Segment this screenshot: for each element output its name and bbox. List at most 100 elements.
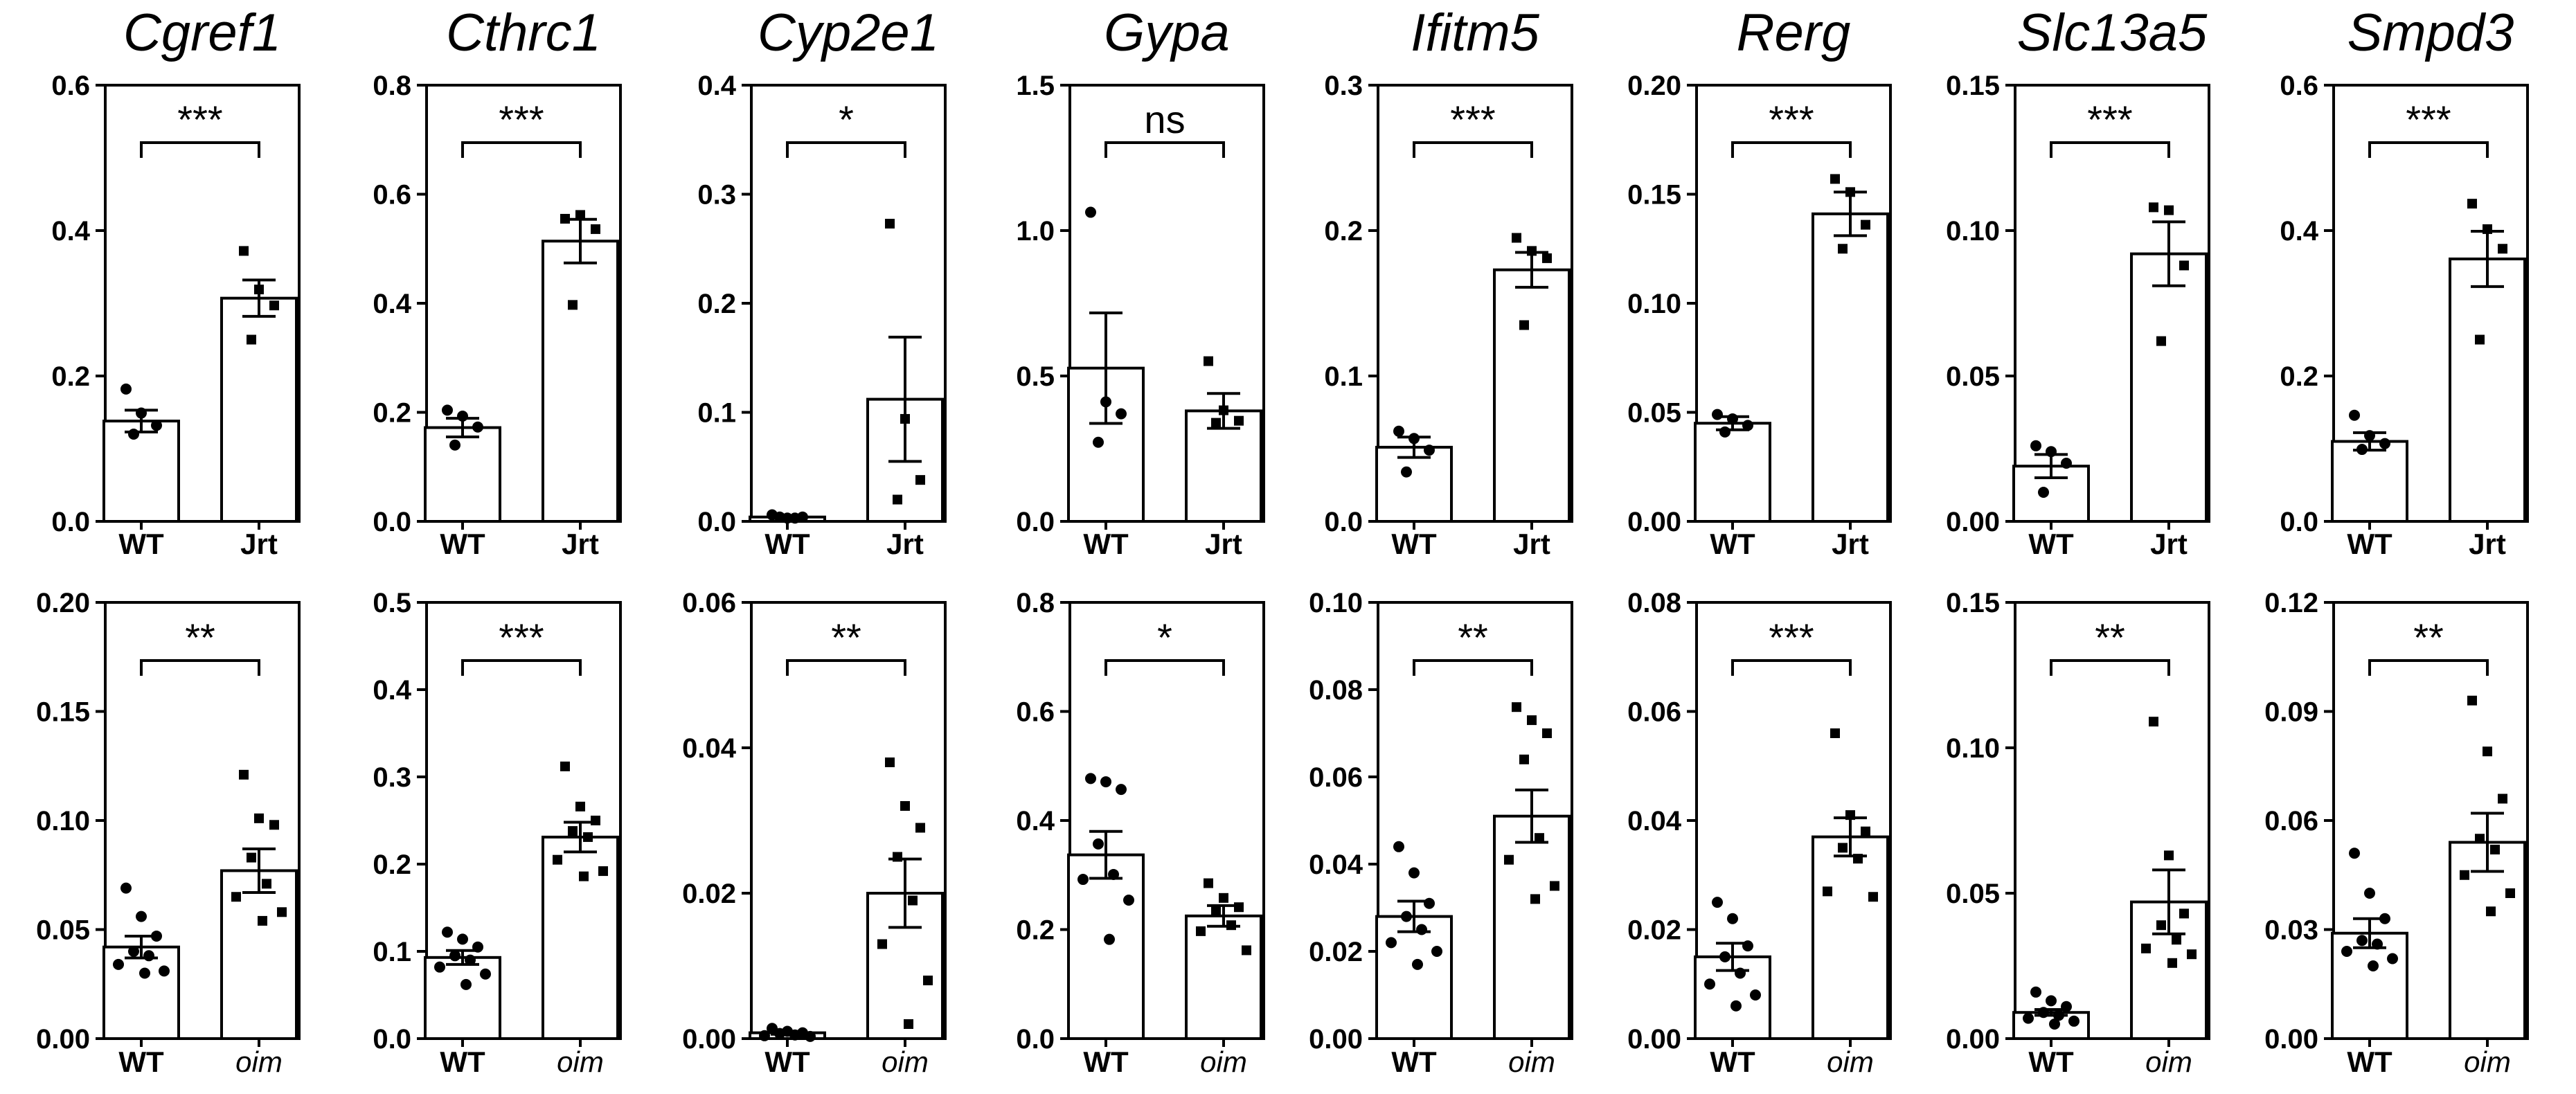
data-point [262, 879, 271, 889]
data-point [1104, 933, 1115, 945]
y-tick-label: 0.3 [697, 180, 736, 210]
axes-frame [2014, 84, 2210, 523]
data-point [1077, 874, 1089, 886]
y-tick-label: 0.03 [2264, 915, 2318, 946]
x-tick-label: WT [118, 1046, 164, 1078]
data-point [1530, 894, 1540, 904]
significance-label: ** [2413, 616, 2444, 659]
data-point [258, 915, 267, 926]
significance-label: * [1157, 616, 1172, 659]
data-point [2061, 1001, 2072, 1012]
data-point [143, 950, 154, 962]
data-point [568, 826, 578, 836]
data-point [1512, 233, 1521, 243]
data-point [254, 285, 264, 295]
data-point [1823, 886, 1832, 897]
y-tick-label: 0.15 [1627, 180, 1681, 210]
axes-frame [2014, 601, 2210, 1040]
panel-rerg-jrt: Rerg 0.00 0.05 0.10 0.15 0.20 WT Jrt *** [1627, 3, 1892, 560]
data-point [1393, 841, 1404, 852]
data-point [1750, 989, 1761, 1001]
data-point [1535, 833, 1544, 843]
y-tick-label: 0.0 [2280, 507, 2318, 537]
y-tick-label: 0.0 [373, 1024, 411, 1055]
significance-label: ns [1144, 98, 1185, 141]
data-point [774, 511, 785, 523]
data-point [2356, 935, 2368, 947]
data-point [560, 213, 570, 224]
data-point [2023, 1012, 2034, 1024]
data-point [1412, 958, 1423, 970]
data-point [277, 907, 287, 917]
x-tick-label: WT [2347, 1046, 2392, 1078]
bar [1812, 212, 1889, 523]
data-point [128, 429, 139, 440]
data-point [2167, 958, 2177, 968]
x-tick-label: oim [1508, 1046, 1555, 1078]
bar [542, 240, 619, 523]
x-tick-label: WT [1391, 1046, 1437, 1078]
data-point [2349, 409, 2360, 421]
y-tick-label: 0.2 [2280, 361, 2318, 392]
y-tick-label: 0.05 [1946, 879, 2000, 909]
y-tick-label: 0.6 [2280, 71, 2318, 101]
panel-cgref1-oim: 0.00 0.05 0.10 0.15 0.20 WT oim ** [36, 588, 301, 1078]
data-point [1853, 854, 1863, 864]
data-point [1401, 911, 1412, 922]
axes-frame [425, 601, 622, 1040]
data-point [2061, 458, 2072, 469]
significance-bracket [1104, 659, 1225, 676]
y-tick-label: 0.6 [1016, 697, 1055, 728]
axes-frame [1377, 84, 1573, 523]
data-point [789, 512, 800, 524]
gene-title: Ifitm5 [1411, 3, 1540, 62]
y-tick-label: 0.00 [1309, 1024, 1363, 1055]
data-point [2490, 845, 2500, 854]
data-point [579, 871, 589, 881]
data-point [774, 1028, 785, 1039]
data-point [2486, 906, 2496, 917]
x-tick-label: WT [1710, 1046, 1755, 1078]
y-tick-label: 0.10 [1627, 289, 1681, 319]
significance-label: *** [177, 98, 222, 141]
data-point [247, 852, 256, 863]
data-point [2483, 224, 2492, 234]
data-point [1550, 881, 1559, 891]
gene-title: Slc13a5 [2017, 3, 2208, 62]
data-point [1386, 937, 1397, 949]
data-point [591, 816, 600, 825]
data-point [2368, 960, 2379, 971]
x-tick-label: oim [2464, 1046, 2511, 1078]
data-point [472, 421, 483, 433]
y-tick-label: 0.8 [1016, 588, 1055, 618]
data-point [1234, 415, 1244, 426]
data-point [2164, 205, 2174, 215]
panel-ifitm5-jrt: Ifitm5 0.0 0.1 0.2 0.3 WT Jrt *** [1324, 3, 1573, 560]
panel-ifitm5-oim: 0.00 0.02 0.04 0.06 0.08 0.10 WT oim ** [1309, 588, 1573, 1078]
significance-bracket [140, 659, 260, 676]
data-point [1211, 905, 1221, 915]
data-point [877, 939, 887, 949]
x-tick-label: Jrt [886, 528, 924, 560]
data-point [885, 219, 895, 229]
data-point [1727, 413, 1738, 424]
data-point [1116, 408, 1127, 420]
x-tick-label: WT [2028, 1046, 2074, 1078]
data-point [908, 895, 918, 906]
data-point [136, 407, 147, 419]
data-point [1093, 838, 1104, 850]
panel-smpd3-oim: 0.00 0.03 0.06 0.09 0.12 WT oim ** [2264, 588, 2529, 1078]
y-tick-label: 0.1 [1324, 361, 1363, 392]
data-point [568, 300, 578, 310]
data-point [1219, 893, 1228, 903]
x-tick-label: Jrt [2469, 528, 2506, 560]
significance-bracket [461, 141, 582, 158]
significance-label: *** [499, 98, 544, 141]
significance-label: *** [499, 616, 544, 659]
y-tick-label: 0.15 [1946, 71, 2000, 101]
data-point [442, 926, 453, 938]
panel-slc13a5-jrt: Slc13a5 0.00 0.05 0.10 0.15 WT Jrt *** [1946, 3, 2210, 560]
x-tick-label: WT [440, 528, 485, 560]
data-point [759, 1030, 770, 1041]
data-point [1408, 433, 1420, 445]
